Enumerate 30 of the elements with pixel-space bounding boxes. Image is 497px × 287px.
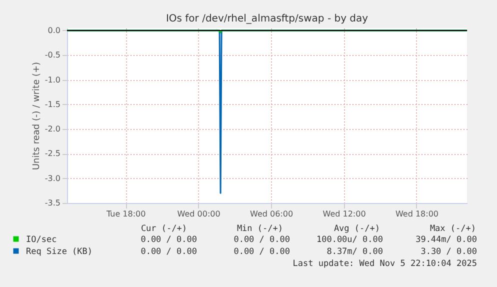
y-tick-label: -3.0 <box>44 174 60 183</box>
y-tick-label: -1.5 <box>44 100 60 109</box>
chart-title: IOs for /dev/rhel_almasftp/swap - by day <box>166 13 368 24</box>
text: Avg (-/+) <box>334 224 380 234</box>
x-tick-label: Wed 12:00 <box>322 210 366 218</box>
legend-label: IO/sec <box>26 235 57 245</box>
y-axis-title: Units read (-) / write (+) <box>32 62 42 170</box>
text: Min (-/+) <box>236 224 283 234</box>
text: 0.00 / 0.00 <box>234 247 290 257</box>
y-tick-label: -3.5 <box>44 198 60 208</box>
text: Cur (-/+) <box>140 224 187 234</box>
text: 0.00 / 0.00 <box>140 235 197 245</box>
text: Max (-/+) <box>430 224 476 234</box>
x-tick-label: Tue 18:00 <box>105 210 146 218</box>
text: 100.00u/ 0.00 <box>316 235 383 245</box>
y-tick-label: 0.0 <box>48 26 60 35</box>
text: 8.37m/ 0.00 <box>326 247 383 257</box>
y-tick-label: -0.5 <box>44 50 60 60</box>
text: 39.44m/ 0.00 <box>416 235 477 245</box>
legend-label: Req Size (KB) <box>26 247 93 257</box>
text: 0.00 / 0.00 <box>234 235 290 245</box>
y-tick-label: -1.0 <box>44 75 60 84</box>
x-tick-label: Wed 18:00 <box>395 210 439 218</box>
x-tick-label: Wed 00:00 <box>177 210 220 218</box>
text: 0.00 / 0.00 <box>140 247 197 257</box>
x-tick-label: Wed 06:00 <box>250 210 294 218</box>
text: 3.30 / 0.00 <box>420 247 477 257</box>
text: Last update: Wed Nov 5 22:10:04 2025 <box>292 259 477 269</box>
y-tick-label: -2.0 <box>44 124 60 134</box>
y-tick-label: -2.5 <box>44 149 60 158</box>
